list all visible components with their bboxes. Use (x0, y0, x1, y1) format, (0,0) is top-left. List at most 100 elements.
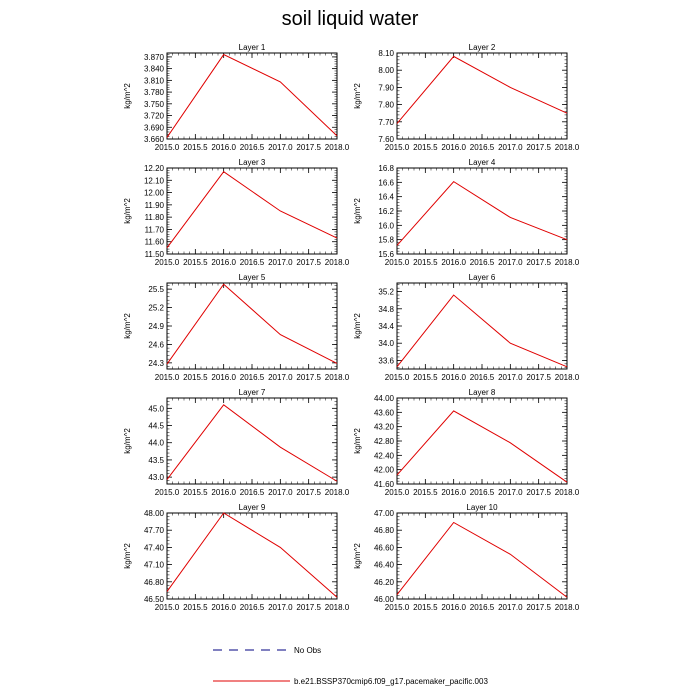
panel-5-xtick-label: 2015.5 (183, 373, 208, 382)
panel-9-series-line (166, 512, 338, 598)
panel-6-title: Layer 6 (469, 273, 496, 282)
panel-2-xtick-label: 2016.0 (441, 143, 466, 152)
panel-9-ytick-label: 47.70 (144, 526, 165, 535)
panel-4-xtick-label: 2018.0 (555, 258, 580, 267)
panel-4-ytick-label: 16.8 (378, 164, 394, 173)
panel-6-ylabel: kg/m^2 (353, 313, 362, 339)
panel-2-xtick-label: 2015.0 (385, 143, 410, 152)
panel-6-xtick-label: 2016.5 (470, 373, 495, 382)
panel-1-xtick-label: 2016.5 (240, 143, 265, 152)
panel-7-title: Layer 7 (239, 388, 266, 397)
panel-7-ytick-label: 43.0 (148, 473, 164, 482)
legend-no-obs-label: No Obs (294, 646, 321, 655)
panel-9-ytick-label: 48.00 (144, 509, 165, 518)
panel-6-ytick-label: 34.8 (378, 305, 394, 314)
panel-10-ylabel: kg/m^2 (353, 543, 362, 569)
panel-10-ytick-label: 46.00 (374, 595, 395, 604)
panel-2-title: Layer 2 (469, 43, 496, 52)
panel-3-series-line (166, 171, 338, 249)
legend-model-label: b.e21.BSSP370cmip6.f09_g17.pacemaker_pac… (294, 677, 488, 686)
panel-1-ytick-label: 3.660 (144, 135, 165, 144)
panel-8-ytick-label: 44.00 (374, 394, 395, 403)
panel-7-frame (166, 397, 338, 485)
panel-2-ytick-label: 8.00 (378, 66, 394, 75)
panel-8-ytick-label: 41.60 (374, 480, 395, 489)
panel-3-ytick-label: 12.20 (144, 164, 165, 173)
panel-4-xtick-label: 2016.0 (441, 258, 466, 267)
panel-2-series-line (396, 55, 568, 124)
panel-10-xtick-label: 2015.5 (413, 603, 438, 612)
panel-10-title: Layer 10 (466, 503, 498, 512)
panel-3-xtick-label: 2015.5 (183, 258, 208, 267)
panel-1-xtick-label: 2016.0 (211, 143, 236, 152)
panel-8-ytick-label: 42.80 (374, 437, 395, 446)
panel-8-xtick-label: 2016.5 (470, 488, 495, 497)
panel-4-xtick-label: 2017.5 (526, 258, 551, 267)
panel-10-xtick-label: 2016.0 (441, 603, 466, 612)
panel-2-ytick-label: 8.10 (378, 49, 394, 58)
panel-3-ytick-label: 11.70 (145, 225, 165, 234)
panel-8-xtick-label: 2015.5 (413, 488, 438, 497)
panel-5-title: Layer 5 (239, 273, 266, 282)
panel-3-ytick-label: 11.60 (145, 238, 165, 247)
panel-8-ylabel: kg/m^2 (353, 428, 362, 454)
panel-8-title: Layer 8 (469, 388, 496, 397)
panel-5-ylabel: kg/m^2 (123, 313, 132, 339)
panel-6-xtick-label: 2015.0 (385, 373, 410, 382)
panel-9-xtick-label: 2016.0 (211, 603, 236, 612)
panel-7-xtick-label: 2015.0 (155, 488, 180, 497)
panel-2-xtick-label: 2018.0 (555, 143, 580, 152)
panel-1-ytick-label: 3.720 (144, 112, 165, 121)
panel-7-xtick-label: 2017.5 (296, 488, 321, 497)
panel-7-xtick-label: 2015.5 (183, 488, 208, 497)
panel-4-xtick-label: 2016.5 (470, 258, 495, 267)
panel-10-ytick-label: 46.80 (374, 526, 395, 535)
panel-5-ytick-label: 25.2 (148, 304, 164, 313)
panel-1-title: Layer 1 (239, 43, 266, 52)
panel-2-xtick-label: 2017.0 (498, 143, 523, 152)
panel-2-ytick-label: 7.90 (378, 83, 394, 92)
panel-2-frame (396, 52, 568, 140)
panel-7-ytick-label: 44.0 (148, 439, 164, 448)
panel-2-ytick-label: 7.70 (378, 118, 394, 127)
panel-1-frame (166, 52, 338, 140)
panel-1-xtick-label: 2015.5 (183, 143, 208, 152)
panel-1-ylabel: kg/m^2 (123, 83, 132, 109)
panel-3-ytick-label: 12.10 (144, 176, 165, 185)
panel-8-series-line (396, 410, 568, 483)
panel-6-ytick-label: 34.0 (378, 339, 394, 348)
panel-9-xtick-label: 2017.0 (268, 603, 293, 612)
panel-9-xtick-label: 2017.5 (296, 603, 321, 612)
panel-9-ytick-label: 46.80 (144, 578, 165, 587)
panel-7-xtick-label: 2016.0 (211, 488, 236, 497)
panel-3-frame (166, 167, 338, 255)
panel-4-ytick-label: 16.2 (378, 207, 394, 216)
panel-9-ytick-label: 47.10 (144, 561, 165, 570)
panel-6-xtick-label: 2016.0 (441, 373, 466, 382)
panel-6-xtick-label: 2015.5 (413, 373, 438, 382)
panel-2-xtick-label: 2015.5 (413, 143, 438, 152)
panel-2-ytick-label: 7.60 (378, 135, 394, 144)
panel-7-xtick-label: 2018.0 (325, 488, 350, 497)
panel-6-xtick-label: 2017.0 (498, 373, 523, 382)
panel-5-ytick-label: 25.5 (148, 285, 164, 294)
panel-7-ylabel: kg/m^2 (123, 428, 132, 454)
panel-1-ytick-label: 3.690 (144, 123, 165, 132)
panel-2-xtick-label: 2016.5 (470, 143, 495, 152)
panel-9-xtick-label: 2018.0 (325, 603, 350, 612)
panel-4-frame (396, 167, 568, 255)
panel-4-ytick-label: 16.0 (378, 221, 394, 230)
panel-4-ytick-label: 16.4 (378, 193, 394, 202)
panel-1-ytick-label: 3.810 (144, 76, 165, 85)
panel-3-ylabel: kg/m^2 (123, 198, 132, 224)
panel-5-ytick-label: 24.3 (148, 359, 164, 368)
panel-4-ytick-label: 15.6 (378, 250, 394, 259)
panel-1-xtick-label: 2015.0 (155, 143, 180, 152)
panel-3-title: Layer 3 (239, 158, 266, 167)
panel-5-xtick-label: 2016.5 (240, 373, 265, 382)
panel-6-ytick-label: 33.6 (378, 356, 394, 365)
panel-3-xtick-label: 2015.0 (155, 258, 180, 267)
panel-9-title: Layer 9 (239, 503, 266, 512)
panel-3-xtick-label: 2016.0 (211, 258, 236, 267)
